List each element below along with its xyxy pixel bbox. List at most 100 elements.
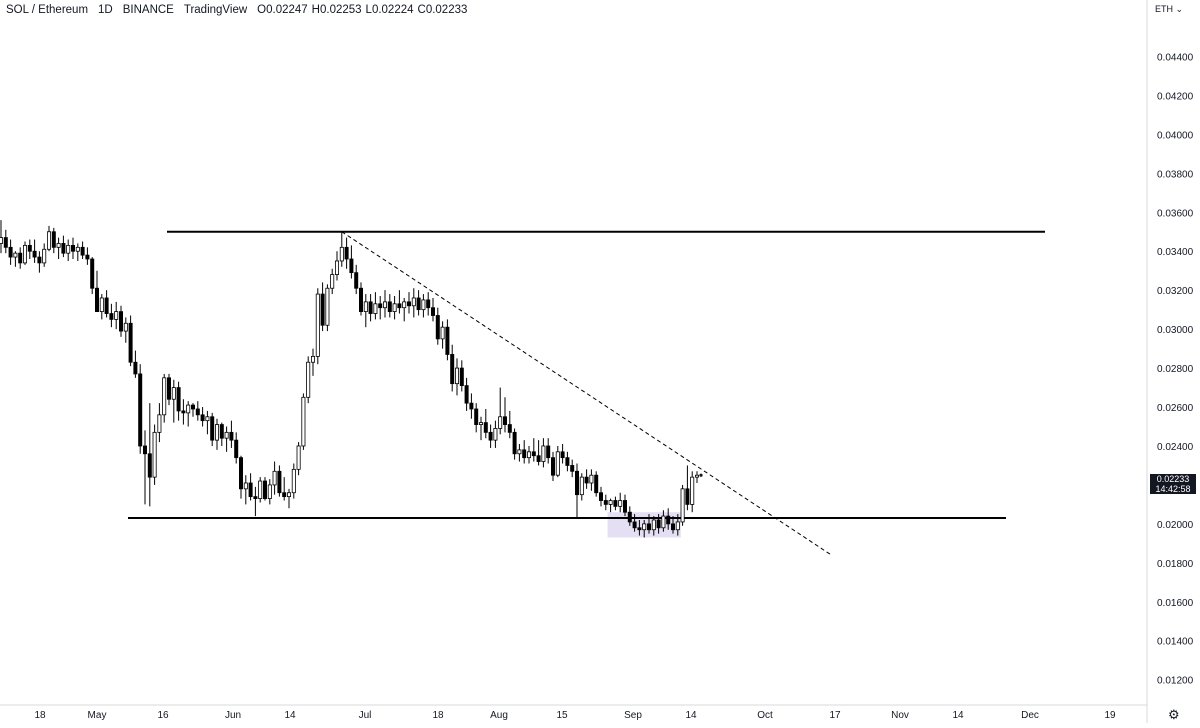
candle-body	[119, 311, 124, 332]
candle-body	[411, 297, 416, 307]
time-axis[interactable]: 18 May 16 Jun 14 Jul 18 Aug 15 Sep 14 Oct 17 Nov 14 Dec…	[34, 710, 1116, 721]
candle	[248, 473, 253, 501]
interval-label[interactable]: 1D	[98, 4, 113, 16]
candle-body	[162, 377, 167, 416]
candle-body	[575, 470, 580, 496]
candle-body	[517, 449, 522, 455]
candle-body	[685, 488, 690, 505]
candle-body	[315, 293, 320, 357]
candle-body	[128, 322, 133, 363]
candle	[27, 239, 32, 260]
candle-body	[421, 299, 426, 311]
candle	[219, 422, 224, 446]
price-axis[interactable]: 0.04400 0.04200 0.04000 0.03800 0.03600 0.034…	[1157, 52, 1194, 686]
candle-body	[214, 424, 219, 441]
candle-body	[47, 231, 52, 250]
candle-body	[18, 252, 23, 264]
candle-body	[22, 244, 27, 264]
candle-body	[637, 527, 642, 531]
candle	[594, 471, 599, 497]
candle-body	[75, 246, 80, 252]
candle	[210, 412, 215, 446]
candle-body	[176, 387, 181, 412]
candles-layer	[0, 220, 703, 538]
candle	[339, 231, 344, 267]
candle-body	[512, 431, 517, 455]
low-value: L0.02224	[365, 4, 414, 16]
candle-body	[584, 476, 589, 484]
candle-body	[277, 470, 282, 494]
candle-body	[522, 449, 527, 459]
candle-body	[464, 385, 469, 404]
candle-body	[66, 244, 71, 254]
candle	[282, 477, 287, 501]
candle	[291, 463, 296, 499]
symbol-label[interactable]: SOL / Ethereum	[6, 4, 89, 16]
x-tick-label: Jul	[359, 710, 372, 721]
candle	[66, 239, 71, 261]
candle-body	[507, 424, 512, 433]
candle-body	[95, 287, 100, 313]
candle-body	[210, 416, 215, 441]
current-price-badge: 0.02233 14:42:58	[1150, 474, 1196, 494]
currency-selector[interactable]: ETH ⌄	[1155, 4, 1183, 15]
candle	[354, 264, 359, 295]
candle	[229, 420, 234, 448]
candle	[397, 290, 402, 314]
candle	[104, 290, 109, 318]
candle-body	[459, 367, 464, 387]
candle	[234, 432, 239, 464]
candle	[142, 430, 147, 505]
candle-body	[416, 297, 421, 311]
candle-body	[166, 377, 171, 400]
candle	[71, 237, 76, 260]
gear-icon[interactable]: ⚙	[1168, 707, 1180, 722]
candle	[507, 410, 512, 439]
candle	[651, 516, 656, 536]
last-price-marker	[699, 473, 703, 477]
candle	[483, 408, 488, 439]
candle	[685, 465, 690, 511]
x-tick-label: 16	[157, 710, 169, 721]
candle-body	[354, 272, 359, 289]
candle-body	[493, 428, 498, 441]
candle	[608, 498, 613, 513]
candle-body	[378, 303, 383, 309]
candle-body	[435, 315, 440, 340]
y-tick-label: 0.03600	[1157, 208, 1194, 219]
candle-body	[392, 303, 397, 313]
candle	[349, 245, 354, 279]
candle-body	[560, 451, 565, 459]
candle	[435, 307, 440, 345]
candle-body	[478, 422, 483, 425]
candle	[8, 239, 13, 265]
candle-body	[224, 431, 229, 439]
candle	[258, 477, 263, 503]
candle	[315, 288, 320, 365]
y-tick-label: 0.01800	[1157, 559, 1194, 570]
y-tick-label: 0.02000	[1157, 520, 1194, 531]
candle-body	[397, 303, 402, 309]
candle-body	[541, 445, 546, 462]
candle	[80, 241, 85, 260]
candle	[114, 301, 119, 330]
candle-body	[310, 355, 315, 363]
chart-header: SOL / Ethereum 1D BINANCE TradingView O0…	[6, 4, 467, 16]
chevron-down-icon: ⌄	[1175, 4, 1184, 14]
candle	[570, 459, 575, 478]
candle	[690, 471, 695, 513]
candle-body	[536, 455, 541, 462]
candle-body	[440, 326, 445, 340]
candle	[334, 251, 339, 281]
candle	[656, 514, 661, 534]
candle	[243, 475, 248, 505]
candle-body	[690, 476, 695, 505]
candle	[109, 303, 114, 328]
x-tick-label: Sep	[624, 710, 642, 721]
candle-body	[594, 474, 599, 494]
candle	[176, 381, 181, 421]
candle	[478, 416, 483, 441]
x-tick-label: Jun	[225, 710, 241, 721]
